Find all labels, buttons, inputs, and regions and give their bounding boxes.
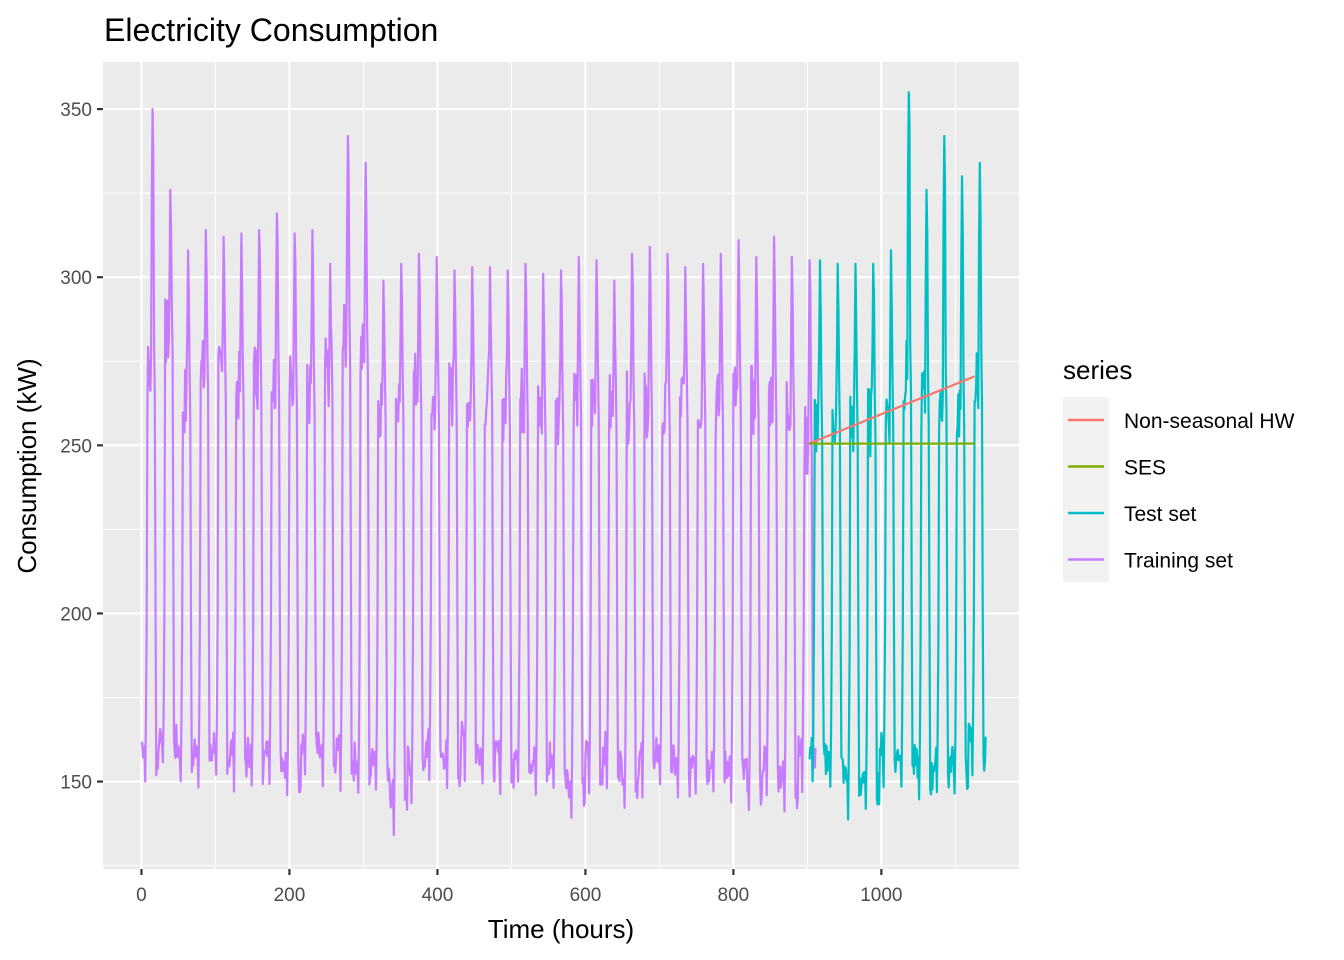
y-tick-label: 250 [60, 436, 92, 457]
series-line-non-seasonal-hw [808, 375, 976, 445]
x-tick-label: 1000 [860, 885, 902, 906]
legend-title: series [1063, 355, 1132, 385]
y-tick-label: 150 [60, 773, 92, 794]
x-tick-label: 800 [718, 885, 750, 906]
x-tick-label: 400 [422, 885, 454, 906]
y-axis: 150 200 250 300 350 [60, 100, 103, 794]
y-tick-label: 300 [60, 268, 92, 289]
x-tick-label: 0 [136, 885, 147, 906]
series-line-test-set [808, 91, 987, 821]
legend-label: Test set [1124, 503, 1197, 526]
x-axis: 0 200 400 600 800 1000 [136, 869, 903, 906]
legend-key-background [1063, 397, 1109, 582]
x-tick-label: 600 [570, 885, 602, 906]
x-tick-label: 200 [274, 885, 306, 906]
series-line-training-set [140, 108, 817, 837]
chart-title: Electricity Consumption [104, 12, 438, 48]
y-tick-label: 350 [60, 100, 92, 121]
legend: series Non-seasonal HW SES Test set Trainin… [1063, 355, 1295, 582]
x-axis-title: Time (hours) [488, 914, 634, 944]
legend-label: Non-seasonal HW [1124, 410, 1295, 433]
legend-label: Training set [1124, 550, 1233, 573]
legend-label: SES [1124, 457, 1166, 480]
series-lines [140, 91, 987, 837]
y-tick-label: 200 [60, 604, 92, 625]
y-axis-title: Consumption (kW) [12, 358, 42, 573]
